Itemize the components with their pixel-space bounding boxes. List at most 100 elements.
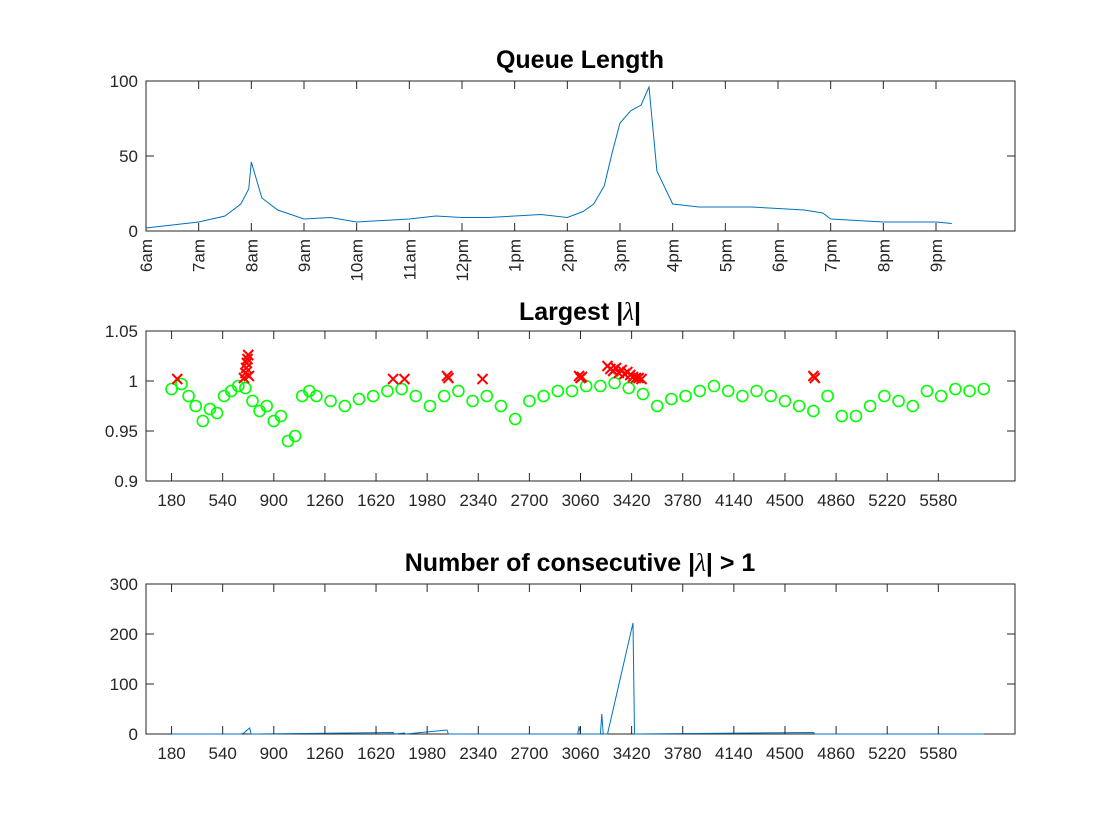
- largest-lambda-stable-point: [381, 384, 394, 398]
- largest-lambda-stable-point: [665, 392, 678, 406]
- largest-lambda-stable-point: [565, 384, 579, 398]
- consecutive-count-xtick-label: 1260: [306, 744, 344, 763]
- consecutive-count-xtick-label: 1980: [408, 744, 446, 763]
- largest-lambda-stable-point: [452, 384, 465, 398]
- largest-lambda-stable-point: [437, 389, 451, 403]
- consecutive-count-xtick-label: 3060: [562, 744, 600, 763]
- queue-length-xtick-label: 3pm: [611, 239, 630, 272]
- largest-lambda-stable-point: [963, 384, 976, 398]
- largest-lambda-stable-point: [863, 399, 877, 413]
- consecutive-count-xtick-label: 2340: [459, 744, 497, 763]
- largest-lambda-stable-point: [792, 399, 806, 413]
- largest-lambda-xtick-label: 1260: [306, 491, 344, 510]
- largest-lambda-xtick-label: 3780: [664, 491, 702, 510]
- largest-lambda-stable-point: [165, 382, 178, 396]
- consecutive-count-xtick-label: 3780: [664, 744, 702, 763]
- largest-lambda-stable-point: [395, 382, 408, 396]
- queue-length-xtick-label: 9pm: [927, 239, 946, 272]
- largest-lambda-axes: Largest |λ| 0.9 0.95 1 1.05 180 540 900 1260 162…: [105, 298, 1016, 510]
- largest-lambda-stable-point: [736, 389, 749, 403]
- largest-lambda-stable-point: [878, 389, 891, 403]
- consecutive-count-ytick-label: 100: [110, 675, 138, 694]
- largest-lambda-xtick-label: 3060: [562, 491, 600, 510]
- largest-lambda-stable-point: [231, 379, 245, 393]
- largest-lambda-stable-point: [409, 389, 423, 403]
- largest-lambda-stable-point: [260, 399, 273, 413]
- largest-lambda-unstable-point: [576, 371, 588, 383]
- largest-lambda-stable-point: [764, 389, 778, 403]
- largest-lambda-title-symbol: λ: [622, 299, 634, 326]
- consecutive-count-xtick-label: 5220: [868, 744, 906, 763]
- consecutive-count-title: Number of consecutive |λ| > 1: [405, 549, 756, 577]
- queue-length-xtick-label: 6pm: [769, 239, 788, 272]
- largest-lambda-stable-point: [707, 379, 721, 393]
- queue-length-xtick-label: 8pm: [874, 239, 893, 272]
- consecutive-count-axes: Number of consecutive |λ| > 1 0 100 200 300…: [110, 549, 1016, 763]
- consecutive-count-title-symbol: λ: [694, 550, 706, 577]
- largest-lambda-unstable-point: [241, 353, 254, 365]
- largest-lambda-stable-point: [189, 399, 202, 413]
- consecutive-count-title-prefix: Number of consecutive |: [405, 549, 695, 577]
- largest-lambda-stable-point: [210, 406, 224, 420]
- queue-length-xtick-label: 10am: [348, 239, 367, 282]
- largest-lambda-unstable-point: [171, 373, 183, 385]
- largest-lambda-unstable-point: [635, 373, 648, 385]
- largest-lambda-stable-point: [750, 384, 763, 398]
- queue-length-xtick-label: 7pm: [822, 239, 841, 272]
- largest-lambda-xtick-label: 540: [208, 491, 236, 510]
- largest-lambda-stable-point: [324, 394, 337, 408]
- largest-lambda-xtick-label: 5220: [868, 491, 906, 510]
- largest-lambda-unstable-point: [809, 372, 821, 384]
- queue-length-xtick-label: 8am: [242, 239, 261, 272]
- largest-lambda-title-prefix: Largest |: [519, 298, 623, 326]
- consecutive-count-title-suffix: | > 1: [706, 549, 755, 577]
- largest-lambda-marks: [165, 349, 991, 448]
- largest-lambda-unstable-point: [398, 373, 411, 385]
- largest-lambda-stable-point: [679, 389, 692, 403]
- largest-lambda-unstable-point: [242, 349, 254, 361]
- largest-lambda-stable-point: [778, 394, 792, 408]
- queue-length-ytick-label: 100: [110, 72, 138, 91]
- largest-lambda-ytick-label: 0.9: [114, 472, 138, 491]
- consecutive-count-xtick-label: 540: [208, 744, 236, 763]
- largest-lambda-xtick-label: 4140: [715, 491, 753, 510]
- largest-lambda-stable-point: [920, 384, 934, 398]
- largest-lambda-title-suffix: |: [634, 298, 641, 326]
- consecutive-count-xtick-label: 2700: [510, 744, 548, 763]
- largest-lambda-unstable-point: [633, 372, 645, 384]
- largest-lambda-unstable-point: [476, 373, 489, 385]
- largest-lambda-stable-point: [693, 384, 707, 398]
- largest-lambda-stable-point: [949, 382, 962, 396]
- largest-lambda-unstable-point: [243, 370, 255, 382]
- largest-lambda-stable-point: [352, 392, 366, 406]
- consecutive-count-xtick-label: 4860: [817, 744, 855, 763]
- consecutive-count-ytick-label: 200: [110, 625, 138, 644]
- largest-lambda-stable-point: [906, 399, 920, 413]
- largest-lambda-stable-point: [821, 389, 834, 403]
- largest-lambda-stable-point: [807, 404, 820, 418]
- largest-lambda-ytick-label: 1: [129, 372, 138, 391]
- largest-lambda-stable-point: [310, 389, 323, 403]
- queue-length-xtick-label: 2pm: [558, 239, 577, 272]
- consecutive-count-ytick-label: 300: [110, 575, 138, 594]
- largest-lambda-xtick-label: 1980: [408, 491, 446, 510]
- largest-lambda-stable-point: [274, 409, 288, 423]
- largest-lambda-stable-point: [246, 394, 259, 408]
- consecutive-count-ytick-label: 0: [129, 725, 138, 744]
- largest-lambda-xtick-label: 180: [157, 491, 185, 510]
- consecutive-count-plot-area: [145, 583, 1016, 735]
- largest-lambda-plot-area: [145, 330, 1016, 482]
- consecutive-count-xtick-label: 5580: [919, 744, 957, 763]
- largest-lambda-stable-point: [537, 389, 550, 403]
- largest-lambda-stable-point: [175, 377, 188, 391]
- largest-lambda-xtick-label: 4500: [766, 491, 804, 510]
- consecutive-count-xtick-label: 180: [157, 744, 185, 763]
- largest-lambda-stable-point: [934, 389, 948, 403]
- largest-lambda-stable-point: [835, 409, 849, 423]
- queue-length-xtick-label: 11am: [400, 239, 419, 280]
- consecutive-count-xtick-label: 4140: [715, 744, 753, 763]
- largest-lambda-stable-point: [594, 379, 607, 393]
- queue-length-marks: [145, 85, 952, 229]
- queue-length-xtick-label: 9am: [295, 239, 314, 272]
